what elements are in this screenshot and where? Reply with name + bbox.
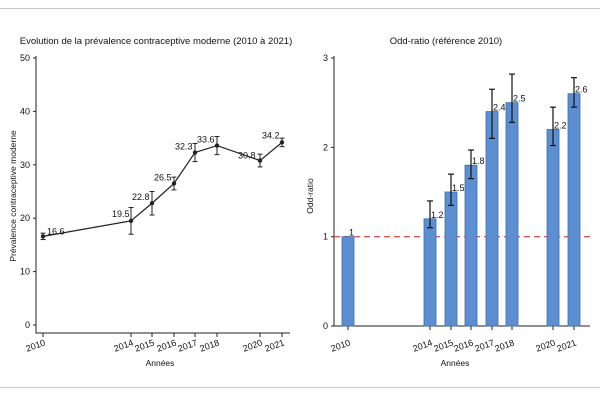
data-label: 1.8	[472, 156, 485, 166]
x-tick-label: 2017	[176, 337, 198, 353]
bar-chart-ylabel: Odd-ratio	[305, 178, 315, 214]
line-chart-xlabel: Années	[146, 358, 175, 368]
x-tick-label: 2021	[263, 337, 285, 353]
line-chart-ylabel: Prévalence contraceptive moderne	[8, 130, 18, 262]
y-tick-label: 10	[20, 267, 30, 277]
data-point	[214, 143, 220, 148]
data-point	[279, 140, 285, 145]
y-tick-label: 0	[25, 320, 30, 330]
data-label: 19.5	[112, 209, 130, 219]
line-chart: Evolution de la prévalence contraceptive…	[8, 36, 292, 368]
x-tick-label: 2015	[432, 337, 454, 353]
x-tick-label: 2016	[452, 337, 474, 353]
x-tick-label: 2017	[473, 337, 495, 353]
data-label: 32.3	[175, 142, 193, 152]
x-tick-label: 2015	[133, 337, 155, 353]
x-tick-label: 2018	[198, 337, 220, 353]
data-label: 2.2	[554, 120, 567, 130]
data-label: 2.6	[575, 85, 588, 95]
x-tick-label: 2010	[329, 337, 351, 353]
line-chart-title: Evolution de la prévalence contraceptive…	[20, 36, 293, 47]
x-tick-label: 2020	[241, 337, 263, 353]
x-tick-label: 2014	[112, 337, 134, 353]
y-tick-label: 50	[20, 53, 30, 63]
x-tick-label: 2021	[555, 337, 577, 353]
data-label: 34.2	[262, 130, 280, 140]
bar	[464, 164, 478, 327]
bar	[546, 129, 560, 327]
line-series	[42, 141, 283, 237]
bar-chart-y-ticks: 0 1 2 3	[323, 53, 334, 331]
x-tick-label: 2010	[24, 337, 46, 353]
bar	[444, 191, 458, 327]
data-point	[171, 181, 177, 186]
data-label: 2.5	[513, 94, 526, 104]
bar	[423, 218, 437, 327]
data-label: 33.6	[197, 135, 215, 145]
bottom-border	[0, 387, 600, 388]
line-chart-y-ticks: 0 10 20 30 40 50	[20, 53, 36, 330]
y-tick-label: 2	[323, 142, 328, 152]
bar	[341, 236, 355, 327]
data-label: 1	[349, 228, 354, 238]
y-tick-label: 20	[20, 213, 30, 223]
bar	[485, 111, 499, 327]
bar	[567, 93, 581, 327]
x-tick-label: 2018	[493, 337, 515, 353]
data-point	[128, 218, 134, 224]
x-tick-label: 2016	[155, 337, 177, 353]
y-tick-label: 40	[20, 106, 30, 116]
line-chart-points	[40, 140, 285, 239]
bar-chart-title: Odd-ratio (référence 2010)	[390, 36, 502, 47]
bar-chart-error-bars	[427, 73, 577, 229]
data-point	[192, 150, 198, 155]
bar-chart-data-labels: 1 1.2 1.5 1.8 2.4 2.5 2.2 2.6	[349, 85, 588, 238]
x-tick-label: 2020	[534, 337, 556, 353]
bar-chart-bars	[341, 93, 581, 327]
top-border	[0, 8, 600, 9]
data-point	[257, 158, 263, 163]
data-point	[40, 234, 46, 239]
bar	[505, 102, 519, 327]
data-label: 2.4	[493, 103, 506, 113]
data-label: 1.5	[452, 183, 465, 193]
y-tick-label: 3	[323, 53, 328, 63]
y-tick-label: 0	[323, 321, 328, 331]
data-label: 16.6	[47, 226, 65, 236]
y-tick-label: 1	[323, 232, 328, 242]
line-chart-axes	[35, 56, 290, 334]
bar-chart-xlabel: Années	[441, 358, 470, 368]
data-point	[149, 201, 155, 206]
data-label: 30.8	[238, 151, 256, 161]
data-label: 1.2	[431, 210, 444, 220]
bar-chart: Odd-ratio (référence 2010) 0 1 2 3 2010 2014…	[305, 36, 590, 368]
x-tick-label: 2014	[411, 337, 433, 353]
data-label: 26.5	[154, 172, 172, 182]
data-label: 22.8	[132, 192, 150, 202]
y-tick-label: 30	[20, 160, 30, 170]
line-chart-data-labels: 16.6 19.522.8 26.5 32.3 33.6 30.8 34.2	[47, 130, 280, 236]
